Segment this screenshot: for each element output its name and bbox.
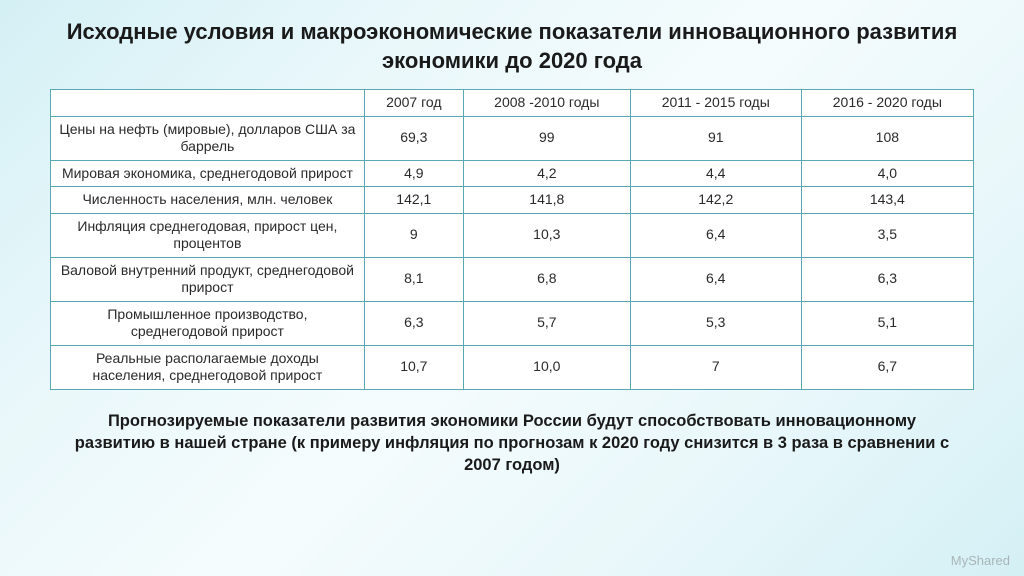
table-row: Численность населения, млн. человек 142,… <box>51 187 974 214</box>
cell: 6,3 <box>801 257 973 301</box>
cell: 5,1 <box>801 301 973 345</box>
row-label: Мировая экономика, среднегодовой прирост <box>51 160 365 187</box>
row-label: Цены на нефть (мировые), долларов США за… <box>51 116 365 160</box>
row-label: Реальные располагаемые доходы населения,… <box>51 345 365 389</box>
cell: 142,2 <box>630 187 801 214</box>
col-header: 2007 год <box>364 90 463 117</box>
table-row: Валовой внутренний продукт, среднегодово… <box>51 257 974 301</box>
cell: 6,4 <box>630 257 801 301</box>
table-header-row: 2007 год 2008 -2010 годы 2011 - 2015 год… <box>51 90 974 117</box>
cell: 4,4 <box>630 160 801 187</box>
data-table: 2007 год 2008 -2010 годы 2011 - 2015 год… <box>50 89 974 390</box>
table-row: Инфляция среднегодовая, прирост цен, про… <box>51 213 974 257</box>
table-row: Промышленное производство, среднегодовой… <box>51 301 974 345</box>
row-label: Промышленное производство, среднегодовой… <box>51 301 365 345</box>
row-label: Инфляция среднегодовая, прирост цен, про… <box>51 213 365 257</box>
cell: 4,9 <box>364 160 463 187</box>
slide-container: Исходные условия и макроэкономические по… <box>0 0 1024 576</box>
cell: 9 <box>364 213 463 257</box>
cell: 10,3 <box>463 213 630 257</box>
col-header: 2016 - 2020 годы <box>801 90 973 117</box>
cell: 5,7 <box>463 301 630 345</box>
footnote-text: Прогнозируемые показатели развития эконо… <box>50 410 974 477</box>
cell: 6,7 <box>801 345 973 389</box>
cell: 4,2 <box>463 160 630 187</box>
cell: 143,4 <box>801 187 973 214</box>
col-header <box>51 90 365 117</box>
slide-title: Исходные условия и макроэкономические по… <box>50 18 974 75</box>
cell: 141,8 <box>463 187 630 214</box>
cell: 99 <box>463 116 630 160</box>
table-row: Реальные располагаемые доходы населения,… <box>51 345 974 389</box>
cell: 3,5 <box>801 213 973 257</box>
table-row: Цены на нефть (мировые), долларов США за… <box>51 116 974 160</box>
row-label: Валовой внутренний продукт, среднегодово… <box>51 257 365 301</box>
cell: 10,0 <box>463 345 630 389</box>
cell: 4,0 <box>801 160 973 187</box>
watermark: MyShared <box>951 553 1010 568</box>
table-row: Мировая экономика, среднегодовой прирост… <box>51 160 974 187</box>
cell: 5,3 <box>630 301 801 345</box>
cell: 6,8 <box>463 257 630 301</box>
cell: 6,4 <box>630 213 801 257</box>
col-header: 2008 -2010 годы <box>463 90 630 117</box>
cell: 142,1 <box>364 187 463 214</box>
row-label: Численность населения, млн. человек <box>51 187 365 214</box>
cell: 7 <box>630 345 801 389</box>
col-header: 2011 - 2015 годы <box>630 90 801 117</box>
cell: 91 <box>630 116 801 160</box>
cell: 8,1 <box>364 257 463 301</box>
cell: 108 <box>801 116 973 160</box>
cell: 69,3 <box>364 116 463 160</box>
cell: 10,7 <box>364 345 463 389</box>
cell: 6,3 <box>364 301 463 345</box>
